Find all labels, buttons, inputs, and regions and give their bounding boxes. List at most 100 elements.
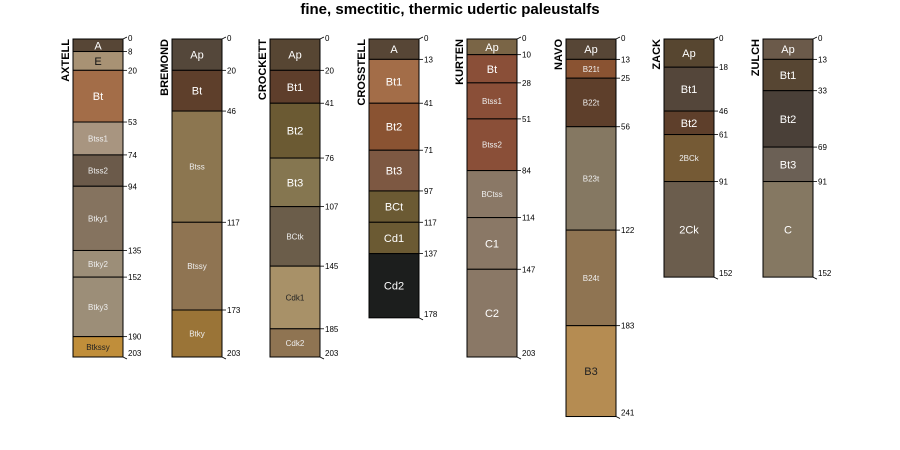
horizon-label: Ap [584,44,597,56]
horizon-btss1 [466,82,518,120]
horizon-label: Btss2 [88,167,109,176]
horizon-bt3 [762,146,814,183]
profile-name: KURTEN [454,39,466,85]
horizon-label: Bt2 [287,126,304,138]
depth-label: 178 [424,310,438,319]
depth-label: 147 [522,265,536,274]
horizon-label: Bt2 [780,114,797,126]
depth-label: 183 [621,322,635,331]
horizon-cd2 [368,253,420,319]
depth-label: 117 [227,218,240,227]
soil-profile-navo: NAVO Ap B21t B22t B23t B24t B3 0 13 25 56 122 183 241 [553,34,635,419]
depth-label: 114 [522,214,535,223]
depth-label: 53 [128,118,137,127]
horizon-bt1 [762,58,814,92]
horizon-label: Bt3 [780,159,797,171]
profile-name: ZACK [651,39,663,70]
soil-profile-crosstell: CROSSTELL A Bt1 Bt2 Bt3 BCt Cd1 Cd2 0 13 41 71 97 117… [356,34,438,321]
depth-label: 173 [227,306,241,315]
depth-label: 94 [128,182,137,191]
horizon-label: Btss1 [88,134,109,143]
depth-label: 0 [719,34,724,43]
horizon-btss [171,110,223,223]
horizon-bt2 [269,102,321,159]
depth-label: 20 [227,66,236,75]
depth-label: 25 [621,74,630,83]
depth-tick [516,36,522,40]
horizon-label: Bt2 [681,118,698,130]
horizon-label: Bt2 [386,122,403,134]
depth-label: 13 [621,55,630,64]
horizon-label: 2Ck [679,224,699,236]
horizon-label: Cd2 [384,281,404,293]
horizon-label: Cd1 [384,233,404,245]
horizon-label: BCtss [481,190,502,199]
depth-label: 91 [719,178,728,187]
horizon-label: BCt [385,202,403,214]
depth-tick [812,36,818,40]
depth-label: 0 [128,34,133,43]
depth-label: 135 [128,246,142,255]
horizon-bt1 [368,58,420,104]
depth-label: 0 [227,34,232,43]
depth-label: 152 [719,269,733,278]
depth-label: 10 [522,51,531,60]
horizon-label: Cdk1 [286,293,305,302]
depth-label: 203 [522,349,536,358]
depth-label: 107 [325,203,339,212]
soil-profile-kurten: KURTEN Ap Bt Btss1 Btss2 BCtss C1 C2 0 10 28 51 84 11… [454,34,536,360]
depth-label: 152 [128,273,142,282]
horizon-2ck [663,181,715,278]
horizon-label: BCtk [286,232,304,241]
depth-label: 41 [325,99,334,108]
depth-label: 203 [128,349,142,358]
soil-profile-zack: ZACK Ap Bt1 Bt2 2BCk 2Ck 0 18 46 61 91 152 [651,34,733,280]
horizon-label: Ap [485,42,498,54]
horizon-bt [466,54,518,84]
soil-profile-zulch: ZULCH Ap Bt1 Bt2 Bt3 C 0 13 33 69 91 152 [750,34,832,280]
horizon-label: Bt1 [681,84,698,96]
horizon-btss1 [72,121,124,156]
depth-label: 91 [818,178,827,187]
depth-tick [615,416,621,419]
horizon-label: Ap [190,50,203,62]
horizon-label: Btky2 [88,260,109,269]
horizon-label: B22t [583,98,600,107]
horizon-bt1 [269,69,321,104]
depth-label: 69 [818,143,827,152]
depth-label: 51 [522,115,531,124]
horizon-btss2 [72,154,124,187]
horizon-label: C [784,224,792,236]
depth-tick [615,36,621,40]
depth-label: 46 [227,107,236,116]
horizon-ap [663,38,715,68]
profile-name: ZULCH [750,39,762,76]
depth-label: 84 [522,167,531,176]
horizon-label: 2BCk [679,154,700,163]
horizon-b24t [565,229,617,327]
horizon-label: Ap [682,48,695,60]
depth-tick [713,36,719,40]
profile-name: CROSSTELL [356,39,368,106]
depth-label: 13 [424,55,433,64]
depth-label: 185 [325,325,339,334]
depth-label: 41 [424,99,433,108]
depth-tick [812,276,818,280]
depth-tick [713,276,719,280]
horizon-label: Bt1 [780,70,797,82]
depth-label: 97 [424,187,433,196]
horizon-btky2 [72,249,124,278]
depth-label: 61 [719,131,728,140]
horizon-b23t [565,126,617,231]
horizon-label: A [94,40,102,52]
depth-label: 33 [818,87,827,96]
horizon-label: Ap [781,44,794,56]
horizon-label: Bt3 [287,177,304,189]
horizon-label: Btkssy [86,343,110,352]
horizon-bt [171,69,223,112]
depth-label: 56 [621,123,630,132]
depth-label: 137 [424,250,438,259]
horizon-label: Ap [288,50,301,62]
depth-tick [418,317,424,321]
